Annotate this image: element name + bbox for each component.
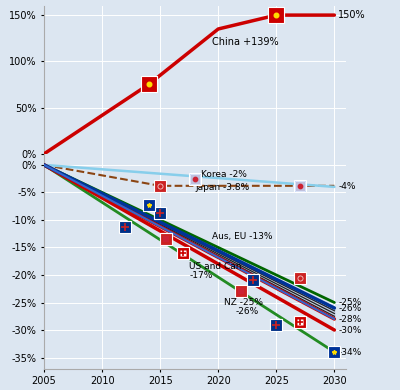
Text: -26%: -26% [339,303,362,312]
Text: Japan -3.8%: Japan -3.8% [195,183,249,192]
Text: -4%: -4% [339,183,356,191]
Text: China +139%: China +139% [212,37,279,47]
Text: 150%: 150% [338,10,366,20]
Text: -30%: -30% [339,326,362,335]
Text: -25%: -25% [339,298,362,307]
Text: -34%: -34% [339,347,362,356]
Text: -17%: -17% [189,271,212,280]
Text: Korea -2%: Korea -2% [201,170,247,179]
Text: -28%: -28% [339,314,362,324]
Text: NZ -25%: NZ -25% [224,298,263,307]
Text: Aus, EU -13%: Aus, EU -13% [212,232,273,241]
Text: -26%: -26% [236,307,259,316]
Text: US and Can: US and Can [189,262,242,271]
